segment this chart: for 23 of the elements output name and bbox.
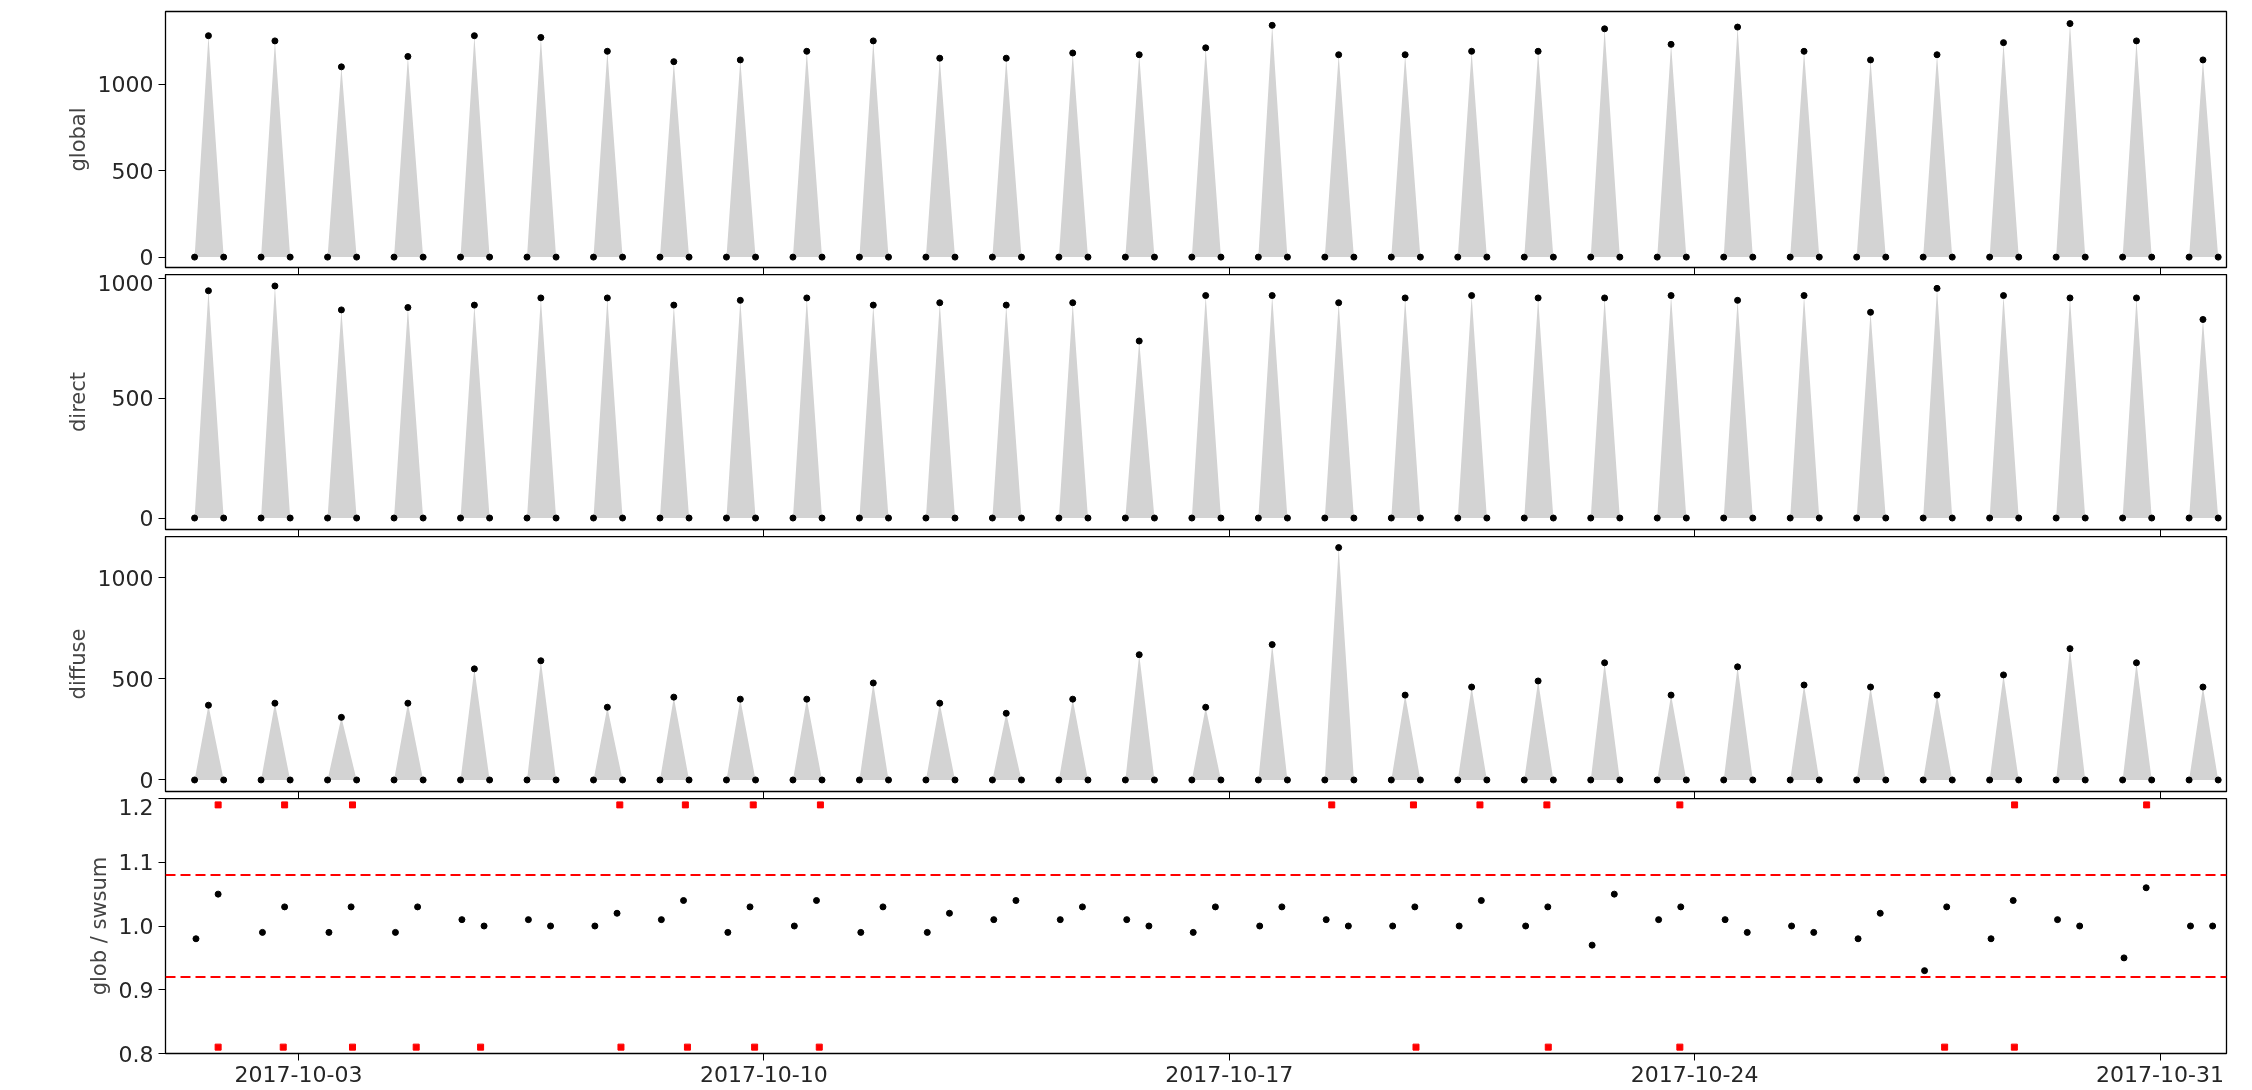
y-axis-title: global [65,107,90,172]
y-tick-label: 0.9 [118,977,154,1003]
y-tick-label: 0.8 [118,1041,154,1067]
y-tick-label: 0 [139,767,154,793]
y-axis-title: glob / swsum [86,856,111,996]
y-tick-label: 1.1 [118,850,154,876]
y-tick-label: 500 [111,666,154,692]
y-tick-label: 0 [139,506,154,532]
x-tick-label: 2017-10-10 [699,1061,828,1087]
y-tick-label: 0 [139,245,154,271]
y-tick-label: 1000 [97,270,154,296]
y-tick-label: 1.0 [118,914,154,939]
y-tick-label: 500 [111,386,154,412]
x-tick-label: 2017-10-17 [1165,1061,1294,1087]
y-tick-label: 1.2 [118,794,154,820]
x-tick-label: 2017-10-24 [1630,1061,1759,1087]
y-axis-title: diffuse [65,628,90,700]
y-tick-label: 1000 [97,72,154,98]
y-tick-label: 1000 [97,565,154,591]
x-tick-label: 2017-10-31 [2096,1061,2224,1087]
y-axis-title: direct [65,371,90,433]
x-tick-label: 2017-10-03 [234,1061,363,1087]
y-tick-label: 500 [111,158,154,184]
